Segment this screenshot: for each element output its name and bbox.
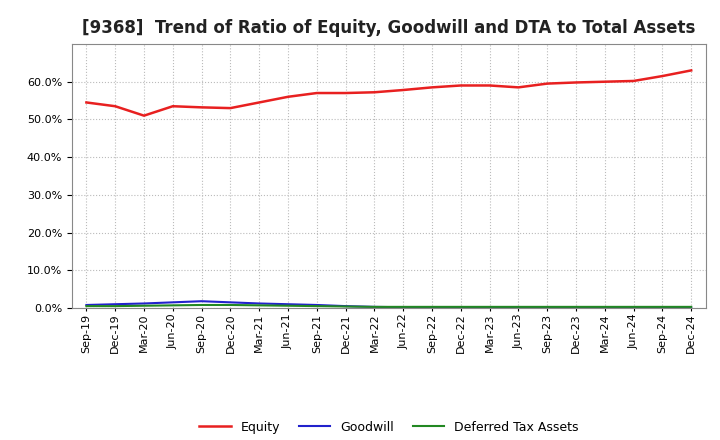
Equity bbox=[658, 73, 667, 79]
Equity bbox=[168, 103, 177, 109]
Goodwill bbox=[485, 305, 494, 310]
Equity bbox=[341, 90, 350, 95]
Deferred Tax Assets bbox=[629, 304, 638, 309]
Goodwill bbox=[226, 300, 235, 305]
Equity bbox=[111, 103, 120, 109]
Goodwill bbox=[399, 304, 408, 310]
Equity bbox=[284, 94, 292, 99]
Goodwill bbox=[687, 305, 696, 310]
Deferred Tax Assets bbox=[226, 302, 235, 308]
Goodwill bbox=[82, 302, 91, 308]
Equity bbox=[255, 100, 264, 105]
Deferred Tax Assets bbox=[111, 304, 120, 309]
Equity bbox=[140, 113, 148, 118]
Equity bbox=[226, 106, 235, 111]
Equity bbox=[399, 88, 408, 93]
Goodwill bbox=[629, 305, 638, 310]
Goodwill bbox=[111, 301, 120, 307]
Equity bbox=[572, 80, 580, 85]
Line: Equity: Equity bbox=[86, 70, 691, 116]
Legend: Equity, Goodwill, Deferred Tax Assets: Equity, Goodwill, Deferred Tax Assets bbox=[194, 416, 583, 439]
Equity bbox=[543, 81, 552, 86]
Goodwill bbox=[341, 304, 350, 309]
Line: Goodwill: Goodwill bbox=[86, 301, 691, 308]
Goodwill bbox=[370, 304, 379, 309]
Equity bbox=[629, 78, 638, 84]
Equity bbox=[600, 79, 609, 84]
Goodwill bbox=[197, 299, 206, 304]
Goodwill bbox=[456, 305, 465, 310]
Deferred Tax Assets bbox=[428, 304, 436, 309]
Goodwill bbox=[658, 305, 667, 310]
Goodwill bbox=[428, 305, 436, 310]
Deferred Tax Assets bbox=[82, 304, 91, 309]
Goodwill bbox=[572, 305, 580, 310]
Equity bbox=[485, 83, 494, 88]
Deferred Tax Assets bbox=[399, 304, 408, 309]
Equity bbox=[428, 85, 436, 90]
Goodwill bbox=[168, 300, 177, 305]
Goodwill bbox=[543, 305, 552, 310]
Deferred Tax Assets bbox=[312, 304, 321, 309]
Deferred Tax Assets bbox=[658, 304, 667, 309]
Equity bbox=[197, 105, 206, 110]
Goodwill bbox=[600, 305, 609, 310]
Deferred Tax Assets bbox=[140, 303, 148, 308]
Equity bbox=[514, 85, 523, 90]
Title: [9368]  Trend of Ratio of Equity, Goodwill and DTA to Total Assets: [9368] Trend of Ratio of Equity, Goodwil… bbox=[82, 19, 696, 37]
Goodwill bbox=[284, 301, 292, 307]
Deferred Tax Assets bbox=[572, 304, 580, 309]
Deferred Tax Assets bbox=[687, 304, 696, 309]
Deferred Tax Assets bbox=[341, 304, 350, 309]
Deferred Tax Assets bbox=[485, 304, 494, 309]
Goodwill bbox=[514, 305, 523, 310]
Equity bbox=[456, 83, 465, 88]
Deferred Tax Assets bbox=[168, 303, 177, 308]
Equity bbox=[82, 100, 91, 105]
Deferred Tax Assets bbox=[514, 304, 523, 309]
Deferred Tax Assets bbox=[197, 302, 206, 308]
Deferred Tax Assets bbox=[600, 304, 609, 309]
Goodwill bbox=[312, 302, 321, 308]
Deferred Tax Assets bbox=[543, 304, 552, 309]
Goodwill bbox=[140, 301, 148, 306]
Equity bbox=[312, 90, 321, 95]
Deferred Tax Assets bbox=[370, 304, 379, 309]
Goodwill bbox=[255, 301, 264, 306]
Equity bbox=[687, 68, 696, 73]
Line: Deferred Tax Assets: Deferred Tax Assets bbox=[86, 305, 691, 307]
Deferred Tax Assets bbox=[456, 304, 465, 309]
Equity bbox=[370, 90, 379, 95]
Deferred Tax Assets bbox=[255, 303, 264, 308]
Deferred Tax Assets bbox=[284, 303, 292, 308]
